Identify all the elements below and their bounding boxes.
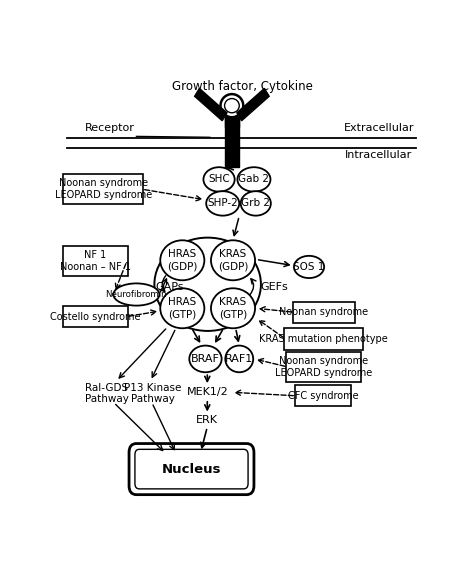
Text: CFC syndrome: CFC syndrome	[288, 391, 358, 401]
Text: Extracellular: Extracellular	[344, 123, 414, 133]
Polygon shape	[195, 88, 227, 121]
Text: Receptor: Receptor	[85, 123, 135, 133]
FancyBboxPatch shape	[129, 444, 254, 494]
Text: SOS 1: SOS 1	[293, 262, 325, 272]
Text: KRAS
(GTP): KRAS (GTP)	[219, 298, 247, 319]
Ellipse shape	[160, 240, 204, 280]
Text: Noonan syndrome
LEOPARD syndrome: Noonan syndrome LEOPARD syndrome	[55, 178, 152, 200]
Text: Nucleus: Nucleus	[162, 463, 221, 475]
Text: Grb 2: Grb 2	[241, 198, 270, 208]
Ellipse shape	[203, 167, 235, 192]
Text: P13 Kinase
Pathway: P13 Kinase Pathway	[124, 383, 182, 404]
Text: NF 1
Noonan – NF 1: NF 1 Noonan – NF 1	[60, 250, 131, 272]
Ellipse shape	[160, 288, 204, 328]
Text: KRAS
(GDP): KRAS (GDP)	[218, 249, 248, 271]
Polygon shape	[225, 117, 239, 126]
FancyBboxPatch shape	[286, 352, 361, 382]
Text: MEK1/2: MEK1/2	[186, 387, 228, 397]
Ellipse shape	[225, 346, 253, 372]
Ellipse shape	[113, 283, 159, 306]
Polygon shape	[237, 88, 269, 121]
FancyBboxPatch shape	[63, 246, 128, 276]
Text: Noonan syndrome
LEOPARD syndrome: Noonan syndrome LEOPARD syndrome	[275, 356, 373, 378]
Text: SHP-2: SHP-2	[207, 198, 238, 208]
Text: KRAS mutation phenotype: KRAS mutation phenotype	[259, 334, 388, 344]
Text: SHC: SHC	[208, 174, 230, 185]
FancyBboxPatch shape	[295, 385, 351, 406]
Text: BRAF: BRAF	[191, 354, 220, 364]
FancyBboxPatch shape	[64, 174, 143, 204]
Text: RAF1: RAF1	[225, 354, 254, 364]
Text: Costello syndrome: Costello syndrome	[50, 312, 140, 322]
Text: GEFs: GEFs	[261, 282, 288, 292]
Text: HRAS
(GDP): HRAS (GDP)	[167, 249, 198, 271]
Ellipse shape	[237, 167, 271, 192]
Polygon shape	[225, 117, 238, 167]
FancyBboxPatch shape	[284, 328, 364, 350]
Ellipse shape	[294, 256, 324, 278]
Ellipse shape	[206, 191, 239, 216]
Text: Growth factor, Cytokine: Growth factor, Cytokine	[173, 80, 313, 93]
Text: Intracellular: Intracellular	[345, 150, 412, 160]
Ellipse shape	[241, 191, 271, 216]
Ellipse shape	[211, 240, 255, 280]
Text: GAPs: GAPs	[155, 282, 184, 292]
Ellipse shape	[189, 346, 222, 372]
FancyBboxPatch shape	[293, 302, 355, 323]
Ellipse shape	[211, 288, 255, 328]
FancyBboxPatch shape	[63, 306, 128, 327]
Text: HRAS
(GTP): HRAS (GTP)	[168, 298, 196, 319]
Text: Gab 2: Gab 2	[238, 174, 269, 185]
Text: ERK: ERK	[196, 415, 219, 425]
Text: Noonan syndrome: Noonan syndrome	[279, 308, 368, 317]
Text: Neurofibromin: Neurofibromin	[106, 290, 167, 299]
Text: Ral-GDS
Pathway: Ral-GDS Pathway	[85, 383, 129, 404]
